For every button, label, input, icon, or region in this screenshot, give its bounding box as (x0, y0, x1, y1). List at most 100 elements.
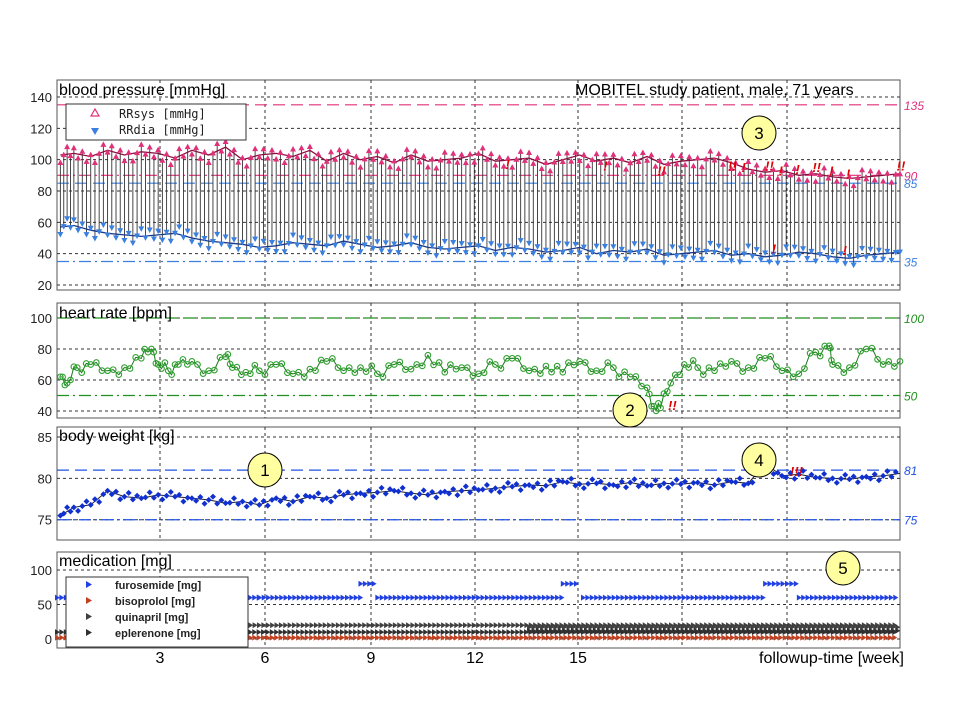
rrdia-point (774, 260, 781, 267)
med-point (304, 634, 310, 641)
rrsys-point (445, 158, 452, 164)
rrsys-point (247, 154, 254, 160)
med-point (427, 634, 433, 641)
rrdia-point (327, 234, 334, 241)
week-label-9: 9 (367, 650, 376, 667)
bw-point (774, 469, 781, 476)
hr-point (194, 361, 201, 368)
rrdia-point (454, 249, 461, 255)
bp-alert: ! (829, 163, 834, 178)
rrsys-point (357, 164, 364, 170)
med-point (778, 634, 784, 641)
med-point (384, 594, 390, 601)
bw-point (677, 481, 684, 488)
med-point (440, 629, 446, 636)
med-point (738, 634, 744, 641)
hr-point (211, 366, 218, 374)
med-point (833, 627, 839, 634)
bw-point (787, 469, 794, 476)
med-point (597, 627, 603, 634)
rrdia-point (711, 249, 718, 256)
bw-ref-label: 75 (904, 514, 918, 528)
med-point (585, 594, 591, 601)
med-point (476, 622, 482, 629)
bw-point (513, 481, 520, 488)
rrsys-point (774, 175, 781, 182)
med-point (519, 629, 525, 636)
med-point (247, 634, 253, 641)
med-point (379, 629, 385, 636)
bp-ref-label: 85 (904, 177, 918, 191)
rrsys-point (353, 153, 360, 159)
med-point (287, 629, 293, 636)
med-point (585, 634, 591, 641)
med-point (581, 634, 587, 641)
rrdia-point (875, 247, 882, 254)
med-point (803, 627, 809, 634)
med-point (531, 627, 537, 634)
quinapril-legend-label: quinapril [mg] (115, 612, 189, 624)
hr-point (228, 364, 236, 371)
rrsys-point (433, 164, 440, 171)
rrdia-point (433, 253, 440, 259)
rrdia-point (374, 239, 381, 245)
med-point (396, 634, 402, 641)
bw-point (850, 473, 857, 480)
med-point (763, 580, 769, 587)
hr-point (340, 367, 347, 375)
med-point (257, 594, 263, 601)
rrsys-point (382, 152, 389, 159)
bw-point (429, 489, 436, 496)
rrsys-point (64, 143, 71, 150)
med-point (414, 622, 420, 629)
med-point (569, 580, 575, 587)
med-point (247, 594, 253, 601)
med-point (331, 594, 337, 601)
furosemide-legend-marker (86, 581, 92, 588)
bw-point (374, 489, 381, 496)
med-point (601, 627, 607, 634)
rrdia-point (180, 235, 187, 241)
med-ytick-label: 50 (38, 598, 52, 613)
bw-ref-label: 81 (904, 464, 917, 478)
hr-ytick-label: 60 (38, 373, 52, 388)
med-point (318, 634, 324, 641)
bw-point (336, 488, 343, 495)
bw-point (201, 500, 208, 507)
rrsys-point (837, 170, 844, 177)
med-point (515, 629, 521, 636)
hr-point (846, 364, 853, 371)
rrsys-point (745, 158, 752, 165)
bw-point (294, 493, 301, 500)
bw-alert: !!! (790, 464, 804, 479)
med-point (301, 594, 307, 601)
bw-point (437, 489, 444, 496)
rrdia-point (462, 250, 469, 256)
med-point (559, 594, 565, 601)
rrdia-point (60, 224, 67, 230)
med-point (502, 629, 508, 636)
hr-point (840, 369, 848, 376)
rrdia-point (87, 225, 94, 232)
med-point (873, 627, 879, 634)
rrsys-point (290, 146, 297, 152)
med-point (304, 629, 310, 636)
med-point (838, 627, 844, 634)
med-point (515, 622, 521, 629)
bw-point (108, 491, 115, 498)
med-point (686, 634, 692, 641)
rrdia-point (336, 234, 343, 240)
bp-alert: !! (897, 159, 906, 174)
med-point (436, 629, 442, 636)
med-point (476, 594, 482, 601)
bw-point (382, 490, 389, 497)
bp-title: blood pressure [mmHg] (59, 82, 225, 99)
rrsys-point (420, 152, 427, 159)
bw-point (117, 496, 124, 503)
bw-point (825, 477, 832, 484)
rrsys-point (467, 150, 474, 157)
med-point (427, 629, 433, 636)
med-point (734, 594, 740, 601)
rrdia-point (83, 232, 90, 238)
